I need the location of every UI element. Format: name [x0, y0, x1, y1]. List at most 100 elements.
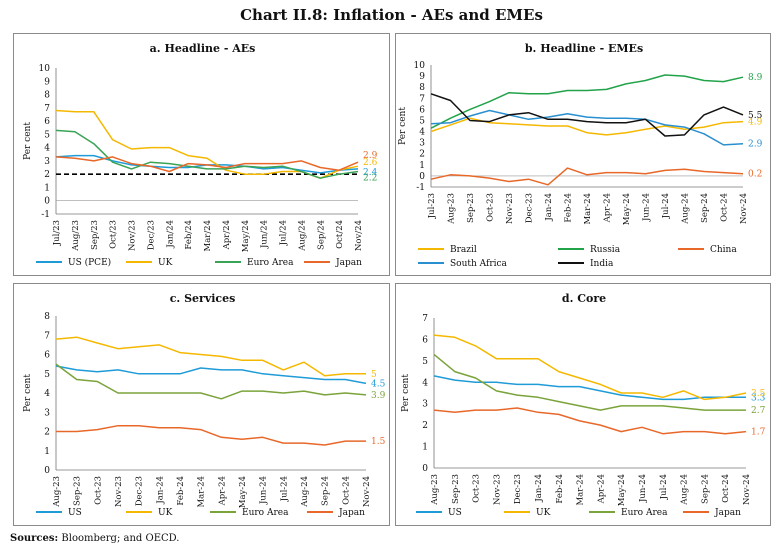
x-tick-label: Mar-24: [583, 193, 593, 225]
chart-a-svg: a. Headline - AEs Per cent -1 0 1 2 3 4 5 6 7 8 9 10 J…: [23, 42, 378, 268]
x-tick-label: Apr-24: [217, 476, 227, 506]
x-tick-label: Oct-24: [721, 474, 731, 503]
x-tick-label: Apr/24: [222, 220, 232, 250]
x-tick-label: Aug/23: [71, 220, 81, 252]
x-tick-label: Oct-24: [341, 476, 351, 505]
y-tick-label: 3: [44, 157, 50, 167]
sources-label: Sources:: [10, 533, 59, 544]
series-line-south-africa: [430, 109, 744, 146]
x-tick-label: Nov-24: [362, 476, 372, 507]
series-line-uk: [55, 109, 359, 179]
legend-label: Brazil: [450, 245, 477, 255]
series-line-euro-area: [433, 353, 746, 411]
end-value-label: 8.9: [748, 73, 763, 83]
y-tick-label: 6: [422, 335, 428, 345]
end-value-label: 0.2: [748, 170, 762, 180]
x-tick-label: Sep-24: [700, 193, 710, 223]
panel-core: d. Core Per cent 0 1 2 3 4 5 6 7 Aug-23 Sep-23 Oct-2…: [395, 283, 771, 526]
legend-label: US: [68, 508, 82, 518]
y-tick-label: 2: [44, 170, 50, 180]
x-tick-label: Nov-23: [114, 476, 124, 507]
y-tick-label: 8: [44, 91, 50, 101]
x-tick-label: Aug-23: [430, 474, 440, 506]
legend-label: Japan: [338, 508, 365, 518]
end-value-label: 3.5: [751, 389, 766, 399]
x-tick-label: Nov-23: [505, 193, 515, 224]
legend-label: Euro Area: [621, 508, 668, 518]
legend-label: Japan: [335, 258, 362, 268]
series-line-japan: [55, 156, 359, 173]
x-tick-label: Mar/24: [203, 220, 213, 252]
end-value-label: 2.9: [748, 140, 763, 150]
series-line-india: [430, 93, 744, 137]
x-tick-label: Apr-24: [603, 193, 613, 223]
x-tick-label: Jun-24: [259, 476, 269, 505]
end-value-label: 4.9: [748, 118, 763, 128]
x-tick-label: Jul-24: [279, 476, 289, 502]
x-tick-label: Aug/24: [297, 220, 307, 252]
x-tick-label: Oct-24: [720, 193, 730, 222]
series-line-japan: [433, 407, 747, 435]
legend-label: Euro Area: [247, 258, 294, 268]
y-tick-label: 1: [419, 161, 425, 171]
y-tick-label: 6: [44, 351, 50, 361]
chart-title: a. Headline - AEs: [150, 42, 256, 55]
end-value-label: 1.7: [751, 428, 766, 438]
x-tick-label: May/24: [241, 220, 251, 252]
x-tick-label: Sep-24: [321, 476, 331, 506]
x-tick-label: Dec/23: [146, 220, 156, 250]
y-tick-label: 5: [422, 357, 428, 367]
y-tick-label: 7: [44, 104, 50, 114]
legend-label: South Africa: [450, 259, 508, 269]
chart-title: b. Headline - EMEs: [525, 42, 643, 55]
x-tick-label: Dec-23: [525, 193, 535, 223]
y-axis-label: Per cent: [398, 107, 408, 145]
sources-text: Bloomberg; and OECD.: [61, 533, 180, 544]
series-line-euro-area: [55, 363, 367, 400]
x-tick-label: May-24: [622, 193, 632, 225]
y-tick-label: 2: [44, 428, 50, 438]
end-value-label: 3.3: [751, 393, 766, 403]
x-tick-label: Oct-23: [486, 193, 496, 222]
y-axis-label: Per cent: [401, 374, 411, 412]
x-tick-label: Jan-24: [155, 476, 165, 505]
x-tick-label: Aug-23: [447, 193, 457, 225]
y-tick-label: 5: [419, 116, 425, 126]
series-line-japan: [56, 424, 366, 446]
y-tick-label: 2: [419, 150, 425, 160]
end-value-label: 4.5: [371, 379, 386, 389]
chart-title: c. Services: [170, 292, 236, 305]
x-tick-label: Nov-24: [742, 474, 752, 505]
x-tick-label: Jun/24: [260, 220, 270, 249]
x-tick-label: Jan/24: [165, 220, 175, 249]
x-tick-label: May-24: [238, 476, 248, 508]
x-tick-label: Dec-23: [513, 474, 523, 504]
x-tick-label: Nov-23: [492, 474, 502, 505]
end-value-label: 3.9: [371, 391, 386, 401]
x-tick-label: May-24: [617, 474, 627, 506]
y-tick-label: 9: [419, 72, 425, 82]
x-tick-label: Aug-24: [300, 476, 310, 508]
x-tick-label: Nov/24: [354, 220, 364, 251]
y-tick-label: 6: [419, 105, 425, 115]
y-tick-label: 8: [419, 83, 425, 93]
y-tick-label: 4: [419, 128, 425, 138]
series-line-china: [430, 167, 744, 186]
x-tick-label: Sep-23: [466, 193, 476, 223]
y-tick-label: 7: [44, 331, 50, 341]
x-tick-label: Aug-23: [52, 476, 62, 508]
y-tick-label: 0: [419, 172, 425, 182]
y-axis-label: Per cent: [23, 374, 33, 412]
x-tick-label: Feb-24: [564, 193, 574, 223]
y-tick-label: 3: [44, 408, 50, 418]
legend-label: US (PCE): [68, 257, 111, 268]
y-tick-label: 0: [44, 466, 50, 476]
end-value-label: 1.5: [371, 437, 386, 447]
series-line-uk: [433, 334, 747, 401]
legend-label: Russia: [590, 245, 621, 255]
x-tick-label: Jan-24: [544, 193, 554, 222]
y-tick-label: 6: [44, 117, 50, 127]
chart-d-svg: d. Core Per cent 0 1 2 3 4 5 6 7 Aug-23 Sep-23 Oct-2…: [401, 292, 766, 518]
y-tick-label: 1: [44, 447, 50, 457]
end-value-label: 2.6: [363, 158, 378, 168]
